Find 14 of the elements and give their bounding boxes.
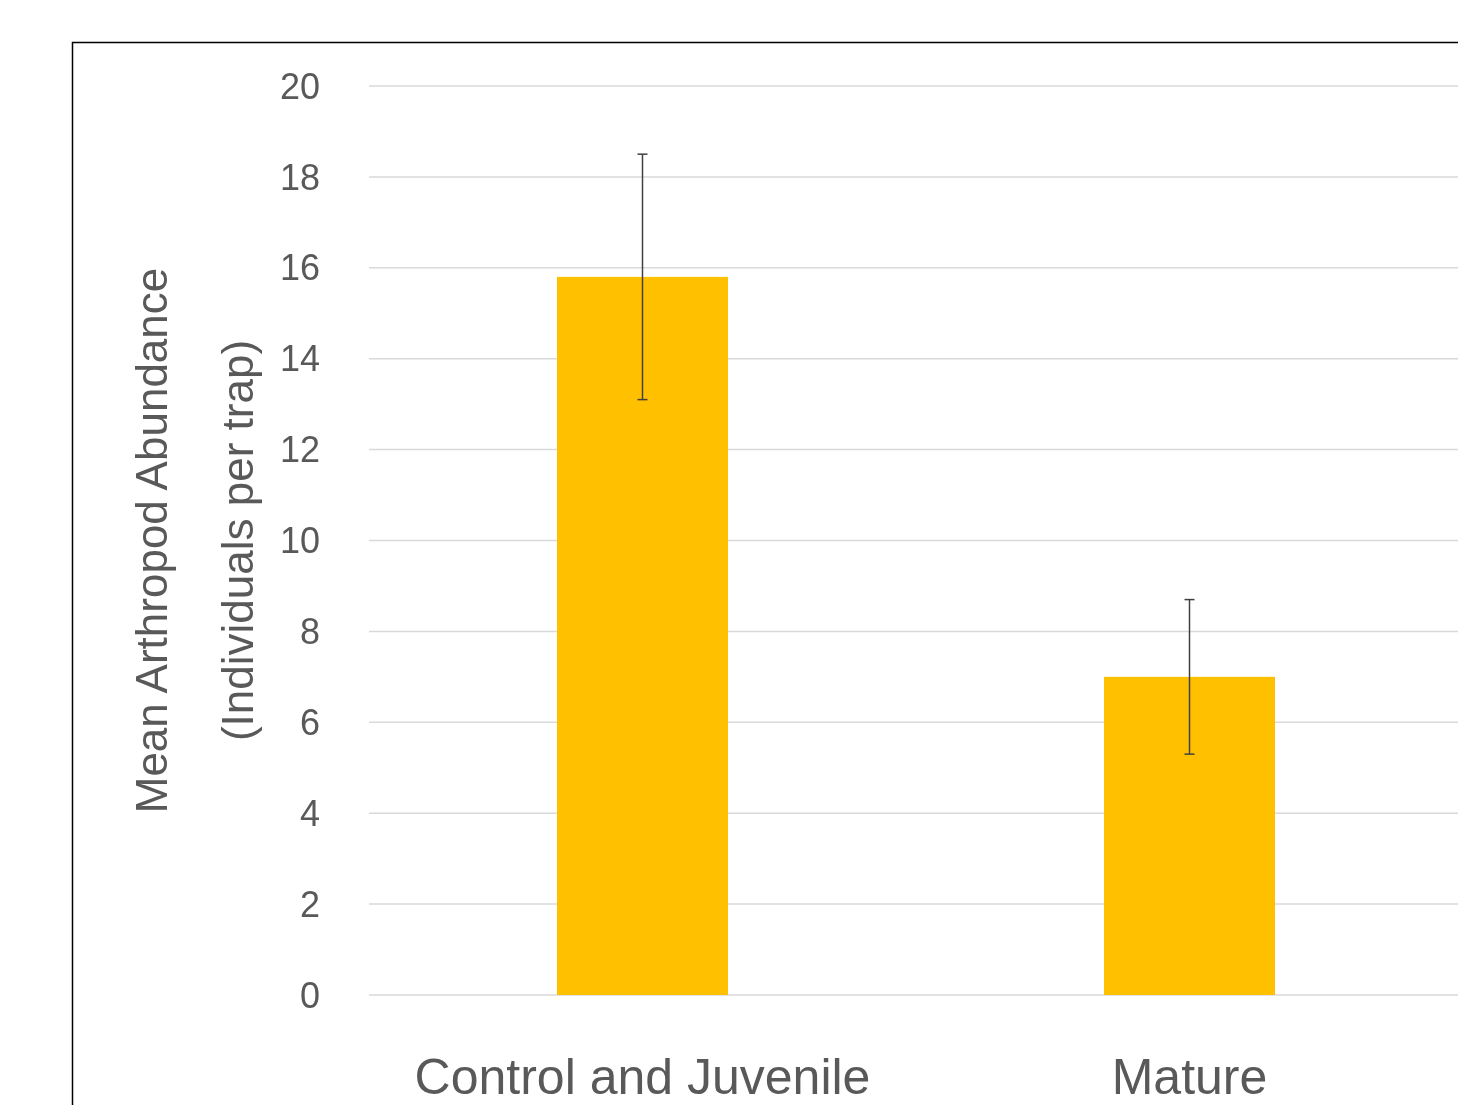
y-tick-label: 0 — [299, 974, 320, 1016]
y-tick-label: 16 — [279, 247, 320, 289]
y-tick-label: 14 — [279, 338, 320, 380]
y-tick-label: 2 — [299, 883, 320, 925]
y-tick-label: 8 — [299, 611, 320, 652]
y-tick-label: 20 — [279, 65, 320, 107]
x-tick-label: Control and Juvenile — [414, 1049, 871, 1105]
y-tick-label: 4 — [299, 792, 320, 834]
y-tick-label: 18 — [279, 156, 320, 198]
y-axis-title: Mean Arthropod Abundance (Individuals per trap) — [127, 267, 262, 814]
y-tick-label: 10 — [279, 520, 320, 562]
y-tick-label: 6 — [299, 701, 320, 743]
x-tick-label: Mature — [1111, 1049, 1268, 1105]
y-tick-label: 12 — [279, 429, 320, 471]
